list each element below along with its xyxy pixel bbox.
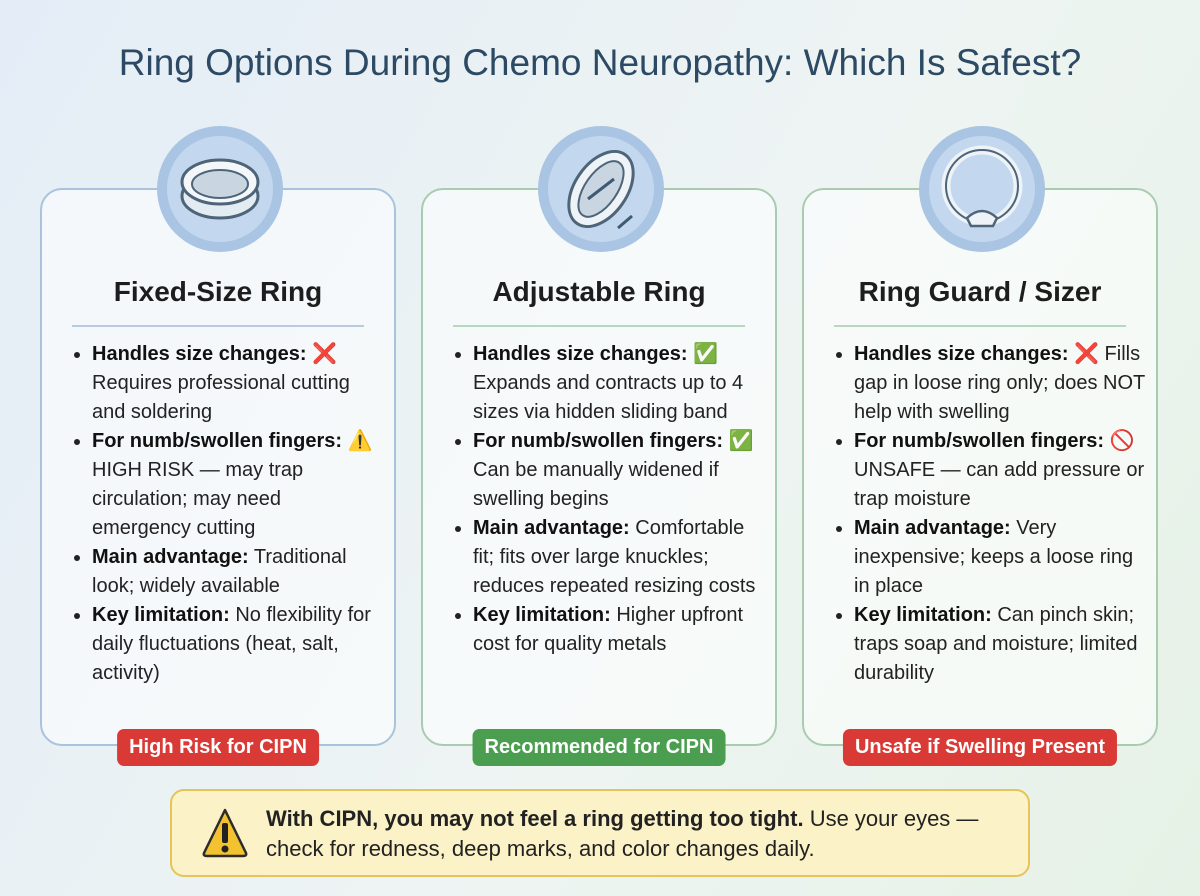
- item-text: Higher upfront cost for quality metals: [473, 604, 744, 655]
- warning-body: Use your eyes — check for redness, deep …: [266, 806, 979, 861]
- badge: Recommended for CIPN: [472, 729, 726, 766]
- badge: High Risk for CIPN: [117, 729, 319, 766]
- item-label: Main advantage:: [854, 517, 1011, 539]
- item-label: Handles size changes:: [92, 343, 307, 365]
- badge: Unsafe if Swelling Present: [842, 729, 1118, 766]
- item-text: ✅ Can be manually widened if swelling be…: [473, 430, 754, 510]
- item-text: No flexibility for daily fluctuations (h…: [92, 604, 371, 684]
- warning-text: With CIPN, you may not feel a ring getti…: [266, 804, 1008, 864]
- icon: [157, 126, 283, 252]
- warning-bold: With CIPN, you may not feel a ring getti…: [266, 806, 804, 831]
- list: Handles size changes: ❌ Fills gap in loo…: [832, 340, 1146, 688]
- divider: [453, 325, 745, 327]
- list-item: Handles size changes: ❌ Requires profess…: [92, 340, 384, 427]
- item-label: For numb/swollen fingers:: [473, 430, 724, 452]
- list: Handles size changes: ❌ Requires profess…: [70, 340, 384, 688]
- item-label: Handles size changes:: [473, 343, 688, 365]
- card-title: Adjustable Ring: [492, 276, 706, 307]
- card-title: Ring Guard / Sizer: [858, 276, 1102, 307]
- item-text: ⚠️ HIGH RISK — may trap circulation; may…: [92, 430, 373, 539]
- icon: [919, 126, 1045, 252]
- warning-icon: [202, 808, 248, 858]
- item-text: Very inexpensive; keeps a loose ring in …: [854, 517, 1134, 597]
- item-text: Comfortable fit; fits over large knuckle…: [473, 517, 756, 597]
- list-item: Main advantage: Traditional look; widely…: [92, 543, 384, 601]
- item-text: ❌ Requires professional cutting and sold…: [92, 343, 350, 423]
- list-item: Main advantage: Very inexpensive; keeps …: [854, 514, 1146, 601]
- title: Ring Options During Chemo Neuropathy: Wh…: [118, 42, 1082, 83]
- item-label: For numb/swollen fingers:: [92, 430, 343, 452]
- warning-box: With CIPN, you may not feel a ring getti…: [170, 789, 1030, 877]
- list-item: For numb/swollen fingers: ✅ Can be manua…: [473, 427, 765, 514]
- card-title: Fixed-Size Ring: [113, 276, 323, 307]
- divider: [72, 325, 364, 327]
- item-text: ✅ Expands and contracts up to 4 sizes vi…: [473, 343, 744, 423]
- list: Handles size changes: ✅ Expands and cont…: [451, 340, 765, 659]
- list-item: Handles size changes: ❌ Fills gap in loo…: [854, 340, 1146, 427]
- list-item: For numb/swollen fingers: ⚠️ HIGH RISK —…: [92, 427, 384, 543]
- item-label: Main advantage:: [473, 517, 630, 539]
- item-text: Can pinch skin; traps soap and moisture;…: [854, 604, 1138, 684]
- item-text: Traditional look; widely available: [92, 546, 347, 597]
- item-label: Key limitation:: [92, 604, 230, 626]
- item-text: 🚫 UNSAFE — can add pressure or trap mois…: [854, 430, 1145, 510]
- item-label: Handles size changes:: [854, 343, 1069, 365]
- list-item: Key limitation: Higher upfront cost for …: [473, 601, 765, 659]
- item-label: For numb/swollen fingers:: [854, 430, 1105, 452]
- item-label: Key limitation:: [473, 604, 611, 626]
- list-item: Key limitation: Can pinch skin; traps so…: [854, 601, 1146, 688]
- item-label: Key limitation:: [854, 604, 992, 626]
- icon: [538, 126, 664, 252]
- card: Fixed-Size Ring Handles size changes: ❌ …: [40, 126, 396, 766]
- card: Ring Guard / Sizer Handles size changes:…: [802, 126, 1158, 766]
- list-item: Main advantage: Comfortable fit; fits ov…: [473, 514, 765, 601]
- list-item: For numb/swollen fingers: 🚫 UNSAFE — can…: [854, 427, 1146, 514]
- item-text: ❌ Fills gap in loose ring only; does NOT…: [854, 343, 1145, 423]
- item-label: Main advantage:: [92, 546, 249, 568]
- divider: [834, 325, 1126, 327]
- card: Adjustable Ring Handles size changes: ✅ …: [421, 126, 777, 766]
- list-item: Key limitation: No flexibility for daily…: [92, 601, 384, 688]
- list-item: Handles size changes: ✅ Expands and cont…: [473, 340, 765, 427]
